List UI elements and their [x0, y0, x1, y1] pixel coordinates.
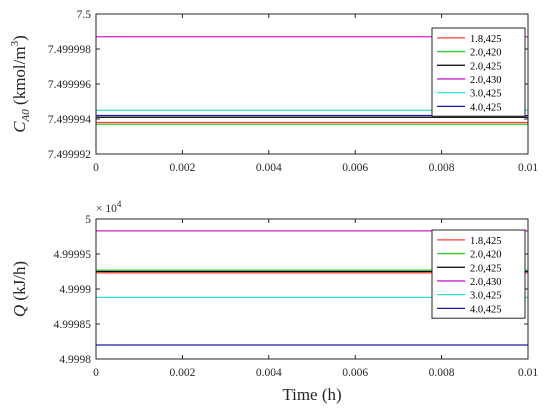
y-tick-label: 7.499998	[48, 44, 91, 56]
legend-box	[431, 27, 526, 117]
y-tick-label: 7.499992	[48, 149, 91, 161]
ylabel-main: C	[10, 121, 29, 133]
bottom-y-axis-label: Q (kJ/h)	[10, 261, 29, 317]
bottom-chart-panel: 0 0.002 0.004 0.006 0.008 0.01 4.99984.999854…	[10, 199, 538, 404]
x-tick-label: 0.004	[256, 367, 282, 379]
legend-label: 2.0,425	[470, 263, 502, 274]
x-tick-label: 0.004	[256, 162, 282, 174]
top-y-ticks: 7.499992 7.499994 7.499996 7.499998 7.5	[48, 9, 528, 161]
legend-label: 4.0,425	[470, 304, 502, 315]
legend-label: 1.8,425	[470, 34, 502, 45]
x-tick-label: 0.006	[342, 367, 368, 379]
ylabel-unit-post: )	[10, 35, 29, 41]
top-y-axis-label: CA0 (kmol/m3)	[9, 35, 32, 133]
y-tick-label: 4.99995	[54, 249, 92, 261]
ylabel-main: Q	[10, 305, 29, 317]
y-tick-label: 7.5	[77, 9, 92, 21]
x-axis-label: Time (h)	[282, 385, 341, 404]
x-tick-label: 0.01	[518, 162, 538, 174]
y-tick-label: 7.499996	[48, 79, 91, 91]
legend-label: 2.0,430	[470, 277, 502, 288]
ylabel-unit-pre: (kmol/m	[10, 46, 29, 109]
top-chart-panel: 0 0.002 0.004 0.006 0.008 0.01 7.4999927.4999…	[9, 9, 538, 174]
ylabel-unit: (kJ/h)	[10, 261, 29, 305]
legend-label: 1.8,425	[470, 236, 502, 247]
legend-box	[431, 229, 526, 319]
x-tick-label: 0	[93, 367, 99, 379]
y-tick-label: 4.9998	[59, 354, 91, 366]
y-tick-label: 5	[85, 214, 91, 226]
legend-label: 3.0,425	[470, 89, 502, 100]
y-tick-label: 4.9999	[59, 284, 91, 296]
legend-label: 2.0,420	[470, 250, 502, 261]
y-tick-label: 7.499994	[48, 114, 91, 126]
top-legend: 1.8,425 2.0,420 2.0,425 2.0,430 3.0,425 4.0,4…	[431, 27, 526, 117]
x-tick-label: 0.006	[342, 162, 368, 174]
exponent-power: 4	[117, 199, 122, 209]
top-x-ticks: 0 0.002 0.004 0.006 0.008 0.01	[93, 14, 538, 174]
x-tick-label: 0.01	[518, 367, 538, 379]
bottom-x-ticks: 0 0.002 0.004 0.006 0.008 0.01	[93, 219, 538, 379]
ylabel-subscript: A0	[20, 109, 32, 123]
legend-label: 2.0,420	[470, 48, 502, 59]
exponent-base: × 10	[96, 203, 117, 215]
x-tick-label: 0.008	[429, 367, 455, 379]
x-tick-label: 0.002	[169, 367, 195, 379]
y-tick-label: 4.99985	[54, 319, 92, 331]
x-tick-label: 0	[93, 162, 99, 174]
legend-label: 4.0,425	[470, 102, 502, 113]
x-tick-label: 0.008	[429, 162, 455, 174]
bottom-legend: 1.8,425 2.0,420 2.0,425 2.0,430 3.0,425 4.0,4…	[431, 229, 526, 319]
legend-label: 2.0,430	[470, 75, 502, 86]
ylabel-unit-superscript: 3	[9, 40, 21, 46]
bottom-y-ticks: 4.9998 4.99985 4.9999 4.99995 5	[54, 214, 528, 366]
y-axis-exponent: × 104	[96, 199, 122, 215]
legend-label: 3.0,425	[470, 291, 502, 302]
x-tick-label: 0.002	[169, 162, 195, 174]
legend-label: 2.0,425	[470, 61, 502, 72]
